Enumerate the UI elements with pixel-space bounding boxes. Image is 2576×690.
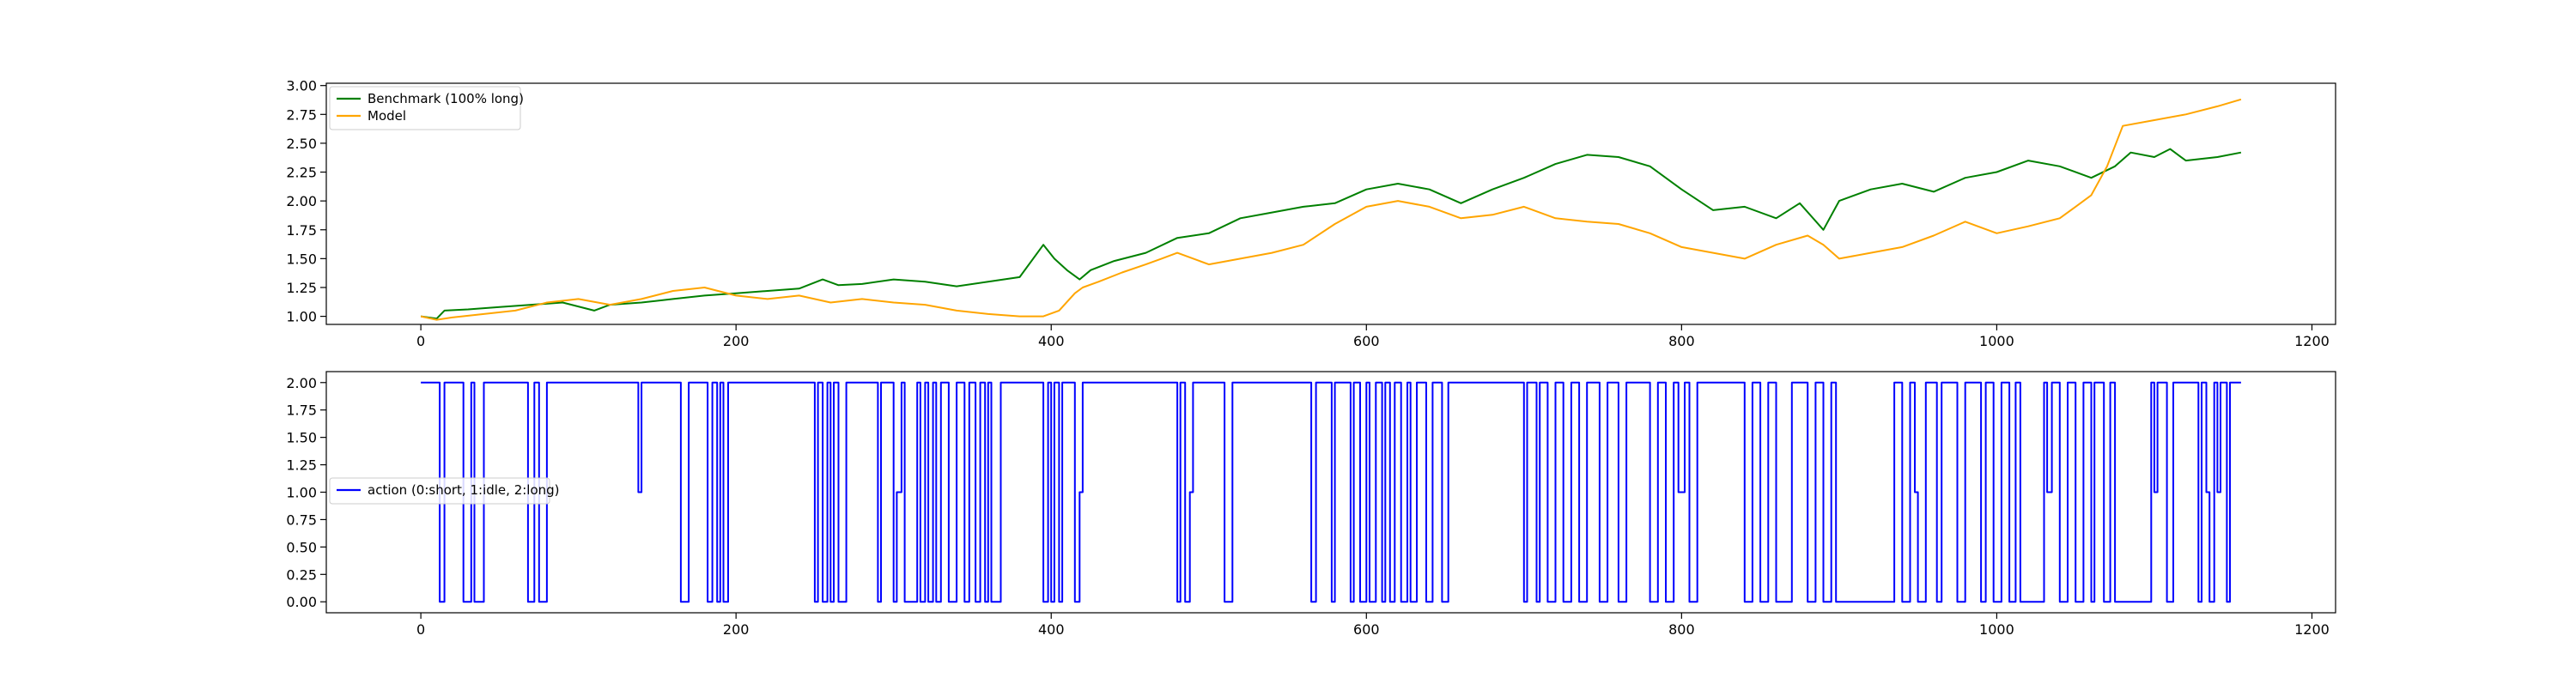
x-tick-label: 200 (723, 621, 750, 638)
y-tick-label: 1.75 (286, 402, 317, 419)
legend-label: Benchmark (100% long) (368, 91, 524, 106)
y-tick-label: 1.50 (286, 430, 317, 446)
x-tick-label: 0 (416, 333, 425, 349)
y-tick-label: 2.75 (286, 106, 317, 123)
x-tick-label: 1200 (2294, 333, 2330, 349)
legend-frame (329, 477, 550, 505)
y-tick-label: 0.00 (286, 594, 317, 610)
x-tick-label: 400 (1038, 333, 1065, 349)
y-tick-label: 0.25 (286, 566, 317, 583)
x-tick-label: 400 (1038, 621, 1065, 638)
legend-frame (329, 86, 521, 130)
x-tick-label: 1000 (1979, 621, 2014, 638)
series-line-1 (421, 381, 2241, 603)
legend-label: Model (368, 108, 406, 124)
series-line-2 (420, 98, 2242, 321)
y-tick-label: 1.75 (286, 222, 317, 239)
x-tick-label: 600 (1353, 621, 1380, 638)
y-tick-label: 1.00 (286, 309, 317, 325)
x-tick-label: 800 (1668, 621, 1695, 638)
y-tick-label: 3.00 (286, 78, 317, 94)
legend: Benchmark (100% long) Model (329, 86, 524, 130)
chart-panel-1: 0 200 400 600 800 1000 1200 1.00 1.25 1.50 1.75 2.0… (286, 78, 2336, 349)
y-tick-label: 1.00 (286, 485, 317, 501)
y-tick-label: 2.50 (286, 136, 317, 152)
y-tick-label: 1.25 (286, 280, 317, 296)
y-tick-label: 1.50 (286, 251, 317, 267)
series-line-1 (420, 148, 2242, 320)
y-tick-label: 2.00 (286, 193, 317, 209)
chart-panel-2: 0 200 400 600 800 1000 1200 0.00 0.25 0.50 0.75 1.0… (286, 371, 2336, 638)
x-tick-label: 800 (1668, 333, 1695, 349)
y-tick-label: 2.00 (286, 375, 317, 391)
x-tick-label: 1000 (1979, 333, 2014, 349)
axes-frame (325, 82, 2336, 325)
x-tick-label: 1200 (2294, 621, 2330, 638)
legend-label: action (0:short, 1:idle, 2:long) (368, 482, 560, 498)
legend: action (0:short, 1:idle, 2:long) (329, 477, 560, 505)
y-tick-label: 2.25 (286, 165, 317, 181)
y-tick-label: 0.75 (286, 511, 317, 528)
y-tick-label: 1.25 (286, 457, 317, 474)
x-tick-label: 0 (416, 621, 425, 638)
x-tick-label: 600 (1353, 333, 1380, 349)
x-tick-label: 200 (723, 333, 750, 349)
y-tick-label: 0.50 (286, 539, 317, 555)
